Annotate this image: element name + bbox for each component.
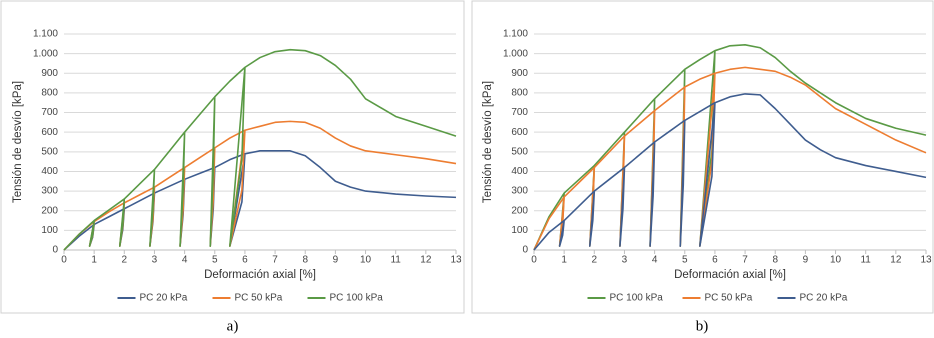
y-axis-title: Tensión de desvío [kPa] [482,81,494,203]
y-tick-label: 100 [41,225,58,236]
x-tick-label: 10 [830,255,842,266]
y-tick-label: 1.100 [33,29,58,40]
panel-frame [471,0,934,314]
y-tick-label: 0 [522,245,528,256]
series-line [63,48,457,251]
panel-caption: b) [696,318,709,334]
y-tick-label: 600 [511,127,528,138]
y-tick-label: 600 [41,127,58,138]
y-tick-label: 200 [41,205,58,216]
x-tick-label: 1 [91,255,97,266]
y-axis-title: Tensión de desvío [kPa] [12,81,24,203]
legend-label: PC 100 kPa [330,293,384,304]
x-tick-label: 11 [860,255,871,266]
y-tick-label: 500 [41,146,58,157]
panel-caption: a) [227,318,239,334]
series-line [63,150,457,251]
legend-label: PC 20 kPa [140,293,188,304]
series-line [533,66,927,251]
x-tick-label: 0 [61,255,67,266]
x-tick-label: 4 [652,255,658,266]
x-tick-label: 4 [182,255,188,266]
series-line [533,44,927,251]
y-tick-label: 1.100 [503,29,528,40]
x-tick-label: 3 [152,255,158,266]
x-tick-label: 12 [890,255,902,266]
y-tick-label: 400 [511,166,528,177]
x-tick-label: 9 [803,255,809,266]
y-tick-label: 700 [41,107,58,118]
x-tick-label: 9 [333,255,339,266]
x-tick-label: 5 [212,255,218,266]
x-tick-label: 11 [390,255,401,266]
y-tick-label: 900 [41,68,58,79]
x-axis-title: Deformación axial [%] [204,269,316,281]
legend-label: PC 100 kPa [610,293,664,304]
x-tick-label: 8 [302,255,308,266]
y-tick-label: 900 [511,68,528,79]
legend-label: PC 50 kPa [235,293,283,304]
x-tick-label: 0 [531,255,537,266]
x-tick-label: 10 [360,255,372,266]
x-tick-label: 7 [742,255,748,266]
series-line [533,93,927,251]
legend-label: PC 50 kPa [705,293,753,304]
y-tick-label: 100 [511,225,528,236]
x-tick-label: 6 [712,255,718,266]
y-tick-label: 1.000 [33,48,58,59]
y-tick-label: 400 [41,166,58,177]
x-tick-label: 2 [122,255,128,266]
y-tick-label: 800 [41,88,58,99]
y-tick-label: 500 [511,146,528,157]
y-tick-label: 700 [511,107,528,118]
x-tick-label: 7 [272,255,278,266]
x-tick-label: 13 [920,255,932,266]
y-tick-label: 800 [511,88,528,99]
series-line [63,120,457,251]
x-tick-label: 1 [561,255,567,266]
legend-label: PC 20 kPa [800,293,848,304]
x-tick-label: 6 [242,255,248,266]
panel-frame [0,0,465,314]
y-tick-label: 300 [41,186,58,197]
y-tick-label: 0 [52,245,58,256]
x-tick-label: 3 [622,255,628,266]
y-tick-label: 1.000 [503,48,528,59]
x-tick-label: 13 [450,255,462,266]
x-tick-label: 2 [592,255,598,266]
y-tick-label: 300 [511,186,528,197]
y-tick-label: 200 [511,205,528,216]
x-tick-label: 12 [420,255,432,266]
x-tick-label: 5 [682,255,688,266]
x-tick-label: 8 [772,255,778,266]
x-axis-title: Deformación axial [%] [674,269,786,281]
